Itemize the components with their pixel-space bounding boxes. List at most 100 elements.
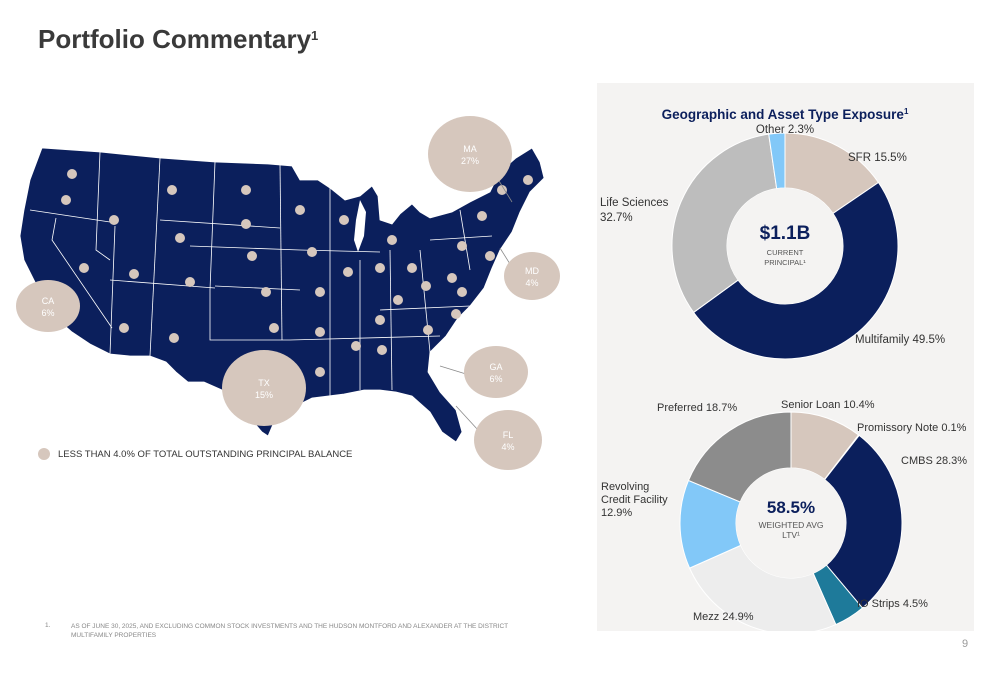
callout-state-fl: FL [503, 430, 514, 440]
label-life-sciences-2: 32.7% [600, 212, 633, 224]
page-number: 9 [962, 638, 969, 650]
marker-mn [295, 205, 305, 215]
us-map: MA 27% MD 4% CA 6% TX 15% GA 6% FL 4% [0, 100, 600, 480]
footnote-text: AS OF JUNE 30, 2025, AND EXCLUDING COMMO… [71, 622, 571, 640]
footnote-line-2: MULTIFAMILY PROPERTIES [71, 632, 157, 639]
callout-state-md: MD [525, 266, 539, 276]
label-sfr: SFR 15.5% [848, 152, 907, 164]
marker-vt [497, 185, 507, 195]
label-mezz: Mezz 24.9% [693, 611, 754, 623]
marker-ne [247, 251, 257, 261]
marker-az [119, 323, 129, 333]
marker-wv [421, 281, 431, 291]
us-landmass [19, 147, 545, 443]
marker-sc2 [423, 325, 433, 335]
label-preferred: Preferred 18.7% [657, 402, 737, 414]
callout-value-md: 4% [525, 278, 538, 288]
marker-me [523, 175, 533, 185]
us-map-svg: MA 27% MD 4% CA 6% TX 15% GA 6% FL 4% [16, 116, 560, 470]
marker-ut [129, 269, 139, 279]
label-other: Other 2.3% [756, 124, 814, 136]
marker-in [375, 263, 385, 273]
marker-co [185, 277, 195, 287]
label-revolving-2: Credit Facility [601, 494, 668, 506]
lake-michigan [354, 200, 366, 252]
callout-bubble-ma [428, 116, 512, 192]
marker-al [377, 345, 387, 355]
callout-bubble-tx [222, 350, 306, 426]
footnote: 1. AS OF JUNE 30, 2025, AND EXCLUDING CO… [45, 622, 571, 640]
legend-text: LESS THAN 4.0% OF TOTAL OUTSTANDING PRIN… [58, 448, 353, 460]
marker-nj [485, 251, 495, 261]
donut1-center-label-2: PRINCIPAL¹ [764, 258, 806, 267]
label-io-strips: IO Strips 4.5% [857, 598, 928, 610]
chart-title: Geographic and Asset Type Exposure1 [662, 107, 909, 122]
callout-bubble-ga [464, 346, 528, 398]
callout-state-tx: TX [258, 378, 270, 388]
map-legend: LESS THAN 4.0% OF TOTAL OUTSTANDING PRIN… [38, 448, 352, 460]
state-borders [29, 151, 493, 396]
callout-value-ma: 27% [461, 156, 479, 166]
callout-state-ma: MA [463, 144, 477, 154]
exposure-panel: Geographic and Asset Type Exposure1 $1.1… [597, 83, 974, 635]
marker-oh [407, 263, 417, 273]
marker-or [61, 195, 71, 205]
donut2-center-value: 58.5% [767, 498, 815, 517]
marker-wi [339, 215, 349, 225]
marker-la [315, 367, 325, 377]
marker-id [109, 215, 119, 225]
callout-value-tx: 15% [255, 390, 273, 400]
marker-ky [393, 295, 403, 305]
label-promissory-note: Promissory Note 0.1% [857, 422, 967, 434]
label-multifamily: Multifamily 49.5% [855, 334, 945, 346]
marker-wy [175, 233, 185, 243]
page-title-text: Portfolio Commentary [38, 24, 312, 54]
label-revolving-1: Revolving [601, 481, 649, 493]
callout-value-ca: 6% [41, 308, 54, 318]
marker-sc [451, 309, 461, 319]
callout-state-ga: GA [489, 362, 502, 372]
marker-ia [307, 247, 317, 257]
marker-nv [79, 263, 89, 273]
marker-pa [457, 241, 467, 251]
callout-value-ga: 6% [489, 374, 502, 384]
marker-nc [457, 287, 467, 297]
marker-mt [167, 185, 177, 195]
callout-bubble-fl [474, 410, 542, 470]
donut1-center-hole [727, 188, 843, 304]
donut1-center-value: $1.1B [760, 223, 811, 244]
exposure-charts-svg: Geographic and Asset Type Exposure1 $1.1… [600, 107, 967, 635]
asset-type-donut [671, 132, 899, 360]
label-life-sciences-1: Life Sciences [600, 197, 669, 209]
label-senior-loan: Senior Loan 10.4% [781, 399, 875, 411]
marker-tn [375, 315, 385, 325]
page-title: Portfolio Commentary1 [38, 24, 318, 55]
state-callouts: MA 27% MD 4% CA 6% TX 15% GA 6% FL 4% [16, 116, 560, 470]
donut2-center-label-2: LTV¹ [782, 530, 800, 540]
callout-value-fl: 4% [501, 442, 514, 452]
marker-ks [261, 287, 271, 297]
callout-state-ca: CA [42, 296, 55, 306]
marker-ok [269, 323, 279, 333]
label-cmbs: CMBS 28.3% [901, 455, 967, 467]
marker-il [343, 267, 353, 277]
ltv-donut [679, 411, 903, 635]
marker-nd [241, 185, 251, 195]
title-footnote-mark: 1 [311, 28, 319, 43]
marker-va [447, 273, 457, 283]
marker-mi [387, 235, 397, 245]
state-markers [61, 169, 533, 377]
donut2-center-hole [736, 468, 846, 578]
marker-sd [241, 219, 251, 229]
donut2-center-label-1: WEIGHTED AVG [758, 520, 823, 530]
marker-mo [315, 287, 325, 297]
marker-ny [477, 211, 487, 221]
callout-bubble-ca [16, 280, 80, 332]
legend-dot-icon [38, 448, 50, 460]
donut1-center-label-1: CURRENT [767, 248, 804, 257]
footnote-number: 1. [45, 622, 51, 629]
callout-bubble-md [504, 252, 560, 300]
label-revolving-3: 12.9% [601, 507, 632, 519]
marker-ar [315, 327, 325, 337]
marker-ms [351, 341, 361, 351]
